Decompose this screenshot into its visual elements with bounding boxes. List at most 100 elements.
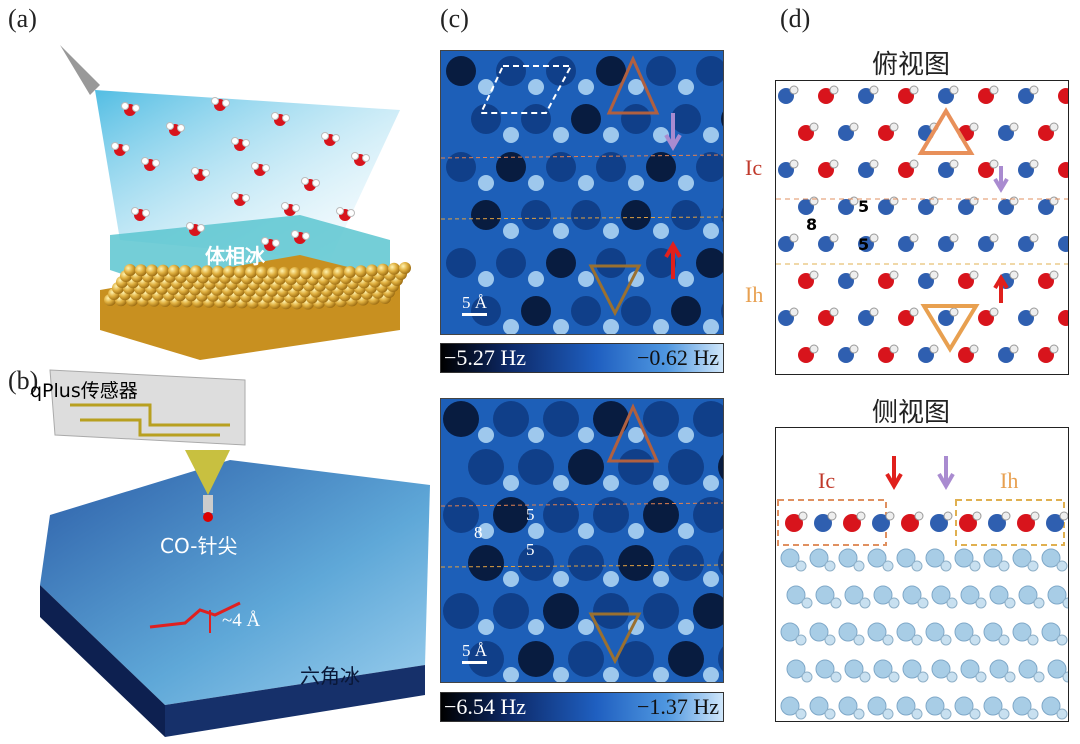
- hydrogen-atom: [989, 307, 999, 317]
- ic-triangle: [606, 403, 660, 463]
- panel-d-label: (d): [780, 4, 811, 33]
- colorbar-top: −5.27 Hz −0.62 Hz: [440, 343, 724, 373]
- bulk-oxygen: [780, 548, 800, 568]
- purple-arrow: [664, 113, 682, 151]
- gold-atom: [212, 265, 224, 278]
- water-molecule: [251, 162, 270, 176]
- dark-spot: [468, 449, 504, 485]
- dark-spot: [521, 296, 551, 326]
- dark-spot: [596, 152, 626, 182]
- dark-spot: [496, 152, 526, 182]
- bright-spot: [603, 571, 619, 587]
- water-molecule: [301, 177, 320, 191]
- bright-spot: [678, 175, 694, 191]
- bright-spot: [703, 571, 719, 587]
- water-molecule: [261, 237, 280, 251]
- gold-atom: [201, 265, 213, 278]
- dark-spot: [543, 497, 579, 533]
- bright-spot: [678, 79, 694, 95]
- panel-a-label: (a): [8, 4, 37, 33]
- dark-spot: [621, 296, 651, 326]
- gold-atom: [234, 266, 246, 278]
- hydrogen-atom: [889, 122, 899, 132]
- bulk-oxygen: [983, 622, 1003, 642]
- bulk-oxygen: [896, 696, 916, 716]
- bright-spot: [653, 127, 669, 143]
- hydrogen-atom: [1049, 344, 1059, 354]
- red-arrow: [993, 274, 1009, 303]
- bulk-oxygen: [925, 622, 945, 642]
- oxygen-atom: [1058, 310, 1068, 326]
- water-molecule: [231, 137, 250, 151]
- bright-spot: [478, 427, 494, 443]
- bulk-oxygen: [931, 659, 951, 679]
- dark-spot: [443, 593, 479, 629]
- water-molecule: [186, 222, 205, 236]
- top-ring-8: 8: [806, 215, 818, 234]
- dark-spot: [493, 497, 529, 533]
- gold-atom: [168, 264, 180, 277]
- bright-spot: [703, 319, 719, 334]
- bulk-oxygen: [954, 548, 974, 568]
- hydrogen-atom: [829, 233, 839, 243]
- bulk-oxygen: [1018, 585, 1038, 605]
- top-ih-label: Ih: [745, 282, 764, 307]
- colorbar-top-min: −5.27 Hz: [444, 345, 527, 370]
- panel-b-label: (b): [8, 366, 39, 395]
- bulk-oxygen: [1041, 696, 1061, 716]
- bright-spot: [578, 271, 594, 287]
- dark-spot: [496, 56, 526, 86]
- dark-spot: [493, 401, 529, 437]
- dark-spot: [593, 497, 629, 533]
- hydrogen-atom: [869, 159, 879, 169]
- bright-spot: [678, 523, 694, 539]
- bright-spot: [603, 667, 619, 682]
- hydrogen-atom: [829, 307, 839, 317]
- hydrogen-atom: [989, 159, 999, 169]
- bulk-oxygen: [838, 622, 858, 642]
- dark-spot: [596, 56, 626, 86]
- dark-spot: [521, 200, 551, 230]
- dark-spot: [471, 296, 501, 326]
- bright-spot: [528, 79, 544, 95]
- dark-spot: [571, 296, 601, 326]
- water-molecule: [336, 207, 355, 221]
- purple-arrow: [937, 456, 955, 490]
- top-view-title: 俯视图: [872, 50, 951, 80]
- bulk-ice-label: 体相冰: [205, 244, 265, 268]
- hydrogen-atom: [809, 122, 819, 132]
- afm-image-top: [440, 50, 724, 335]
- gold-atom: [289, 267, 301, 279]
- dark-spot: [546, 56, 576, 86]
- bright-spot: [503, 667, 519, 682]
- hydrogen-atom: [969, 122, 979, 132]
- dark-spot: [618, 641, 654, 677]
- bulk-oxygen: [1018, 659, 1038, 679]
- hydrogen-atom: [969, 344, 979, 354]
- bright-spot: [603, 319, 619, 334]
- water-molecule: [131, 207, 150, 221]
- top-ring-5b: 5: [858, 235, 870, 254]
- bright-spot: [553, 319, 569, 334]
- gold-atom: [300, 267, 312, 280]
- hydrogen-atom: [969, 270, 979, 280]
- bright-spot: [653, 667, 669, 682]
- bright-spot: [553, 223, 569, 239]
- bulk-oxygen: [1012, 696, 1032, 716]
- side-ih-label: Ih: [1000, 468, 1019, 493]
- bulk-oxygen: [954, 696, 974, 716]
- surface-oxygen: [1017, 514, 1035, 532]
- water-molecule: [291, 230, 310, 244]
- hydrogen-atom: [1009, 344, 1019, 354]
- dark-spot: [646, 152, 676, 182]
- dark-spot: [646, 56, 676, 86]
- bulk-oxygen: [1012, 622, 1032, 642]
- nozzle-tip: [60, 45, 100, 95]
- dark-spot: [718, 550, 723, 576]
- dark-spot: [568, 449, 604, 485]
- gold-atom: [256, 266, 268, 279]
- dark-spot: [518, 449, 554, 485]
- hydrogen-atom: [1029, 307, 1039, 317]
- hydrogen-atom: [889, 196, 899, 206]
- panel-a-illustration: [60, 45, 411, 360]
